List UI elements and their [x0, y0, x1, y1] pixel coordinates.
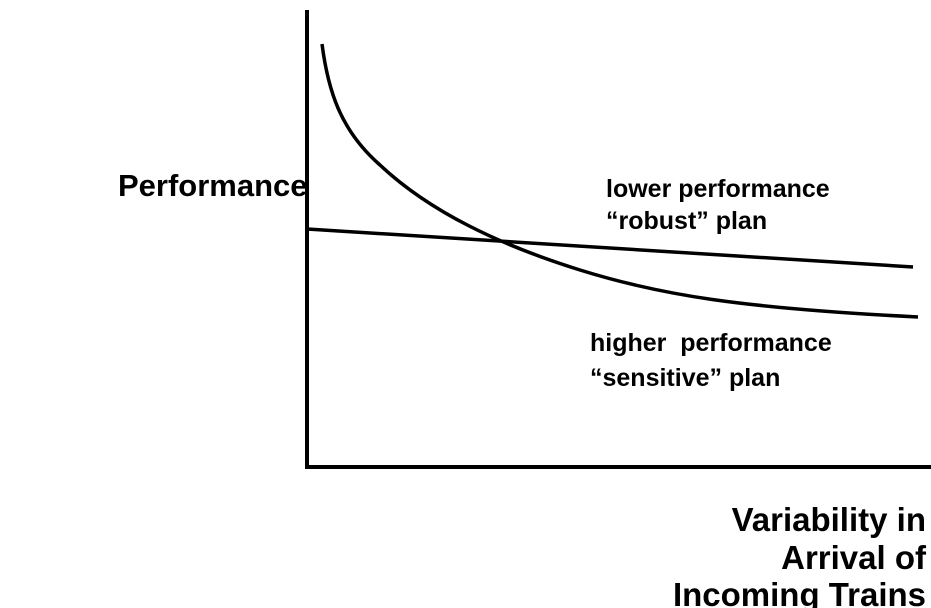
curve-label: higher performance	[590, 329, 832, 357]
robust-line	[306, 227, 914, 269]
x-axis-label: Incoming Trains	[673, 576, 926, 608]
y-axis-label: Performance	[118, 168, 308, 203]
sensitive-curve	[320, 43, 919, 319]
x-axis-label: Arrival of	[781, 539, 927, 576]
curve-label: lower performance	[606, 175, 830, 203]
curve-label: “robust” plan	[606, 207, 767, 235]
x-axis-label: Variability in	[732, 501, 926, 538]
curve-label: “sensitive” plan	[590, 364, 780, 392]
